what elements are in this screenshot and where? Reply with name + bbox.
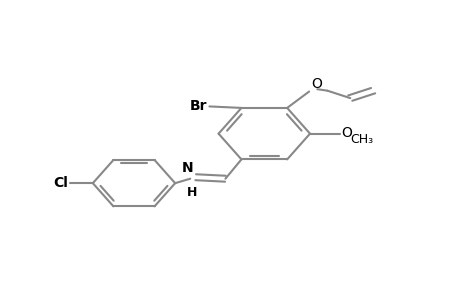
Text: Cl: Cl bbox=[54, 176, 68, 190]
Text: Br: Br bbox=[189, 99, 207, 113]
Text: O: O bbox=[311, 77, 322, 91]
Text: O: O bbox=[341, 126, 352, 140]
Text: CH₃: CH₃ bbox=[350, 133, 373, 146]
Text: N: N bbox=[181, 161, 193, 175]
Text: H: H bbox=[186, 185, 197, 199]
